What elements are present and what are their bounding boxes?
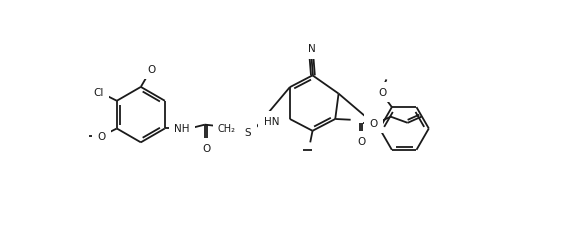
Text: NH: NH <box>174 124 190 134</box>
Text: O: O <box>357 137 365 147</box>
Text: CH₂: CH₂ <box>218 124 236 134</box>
Text: O: O <box>370 118 378 128</box>
Text: S: S <box>245 128 251 138</box>
Text: O: O <box>202 143 210 153</box>
Text: O: O <box>97 132 105 142</box>
Text: Cl: Cl <box>93 87 104 97</box>
Text: HN: HN <box>264 117 279 127</box>
Text: N: N <box>307 44 315 54</box>
Text: O: O <box>148 65 156 75</box>
Text: O: O <box>379 87 387 97</box>
